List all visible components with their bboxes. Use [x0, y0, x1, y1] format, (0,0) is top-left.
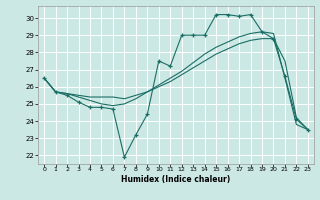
X-axis label: Humidex (Indice chaleur): Humidex (Indice chaleur)	[121, 175, 231, 184]
